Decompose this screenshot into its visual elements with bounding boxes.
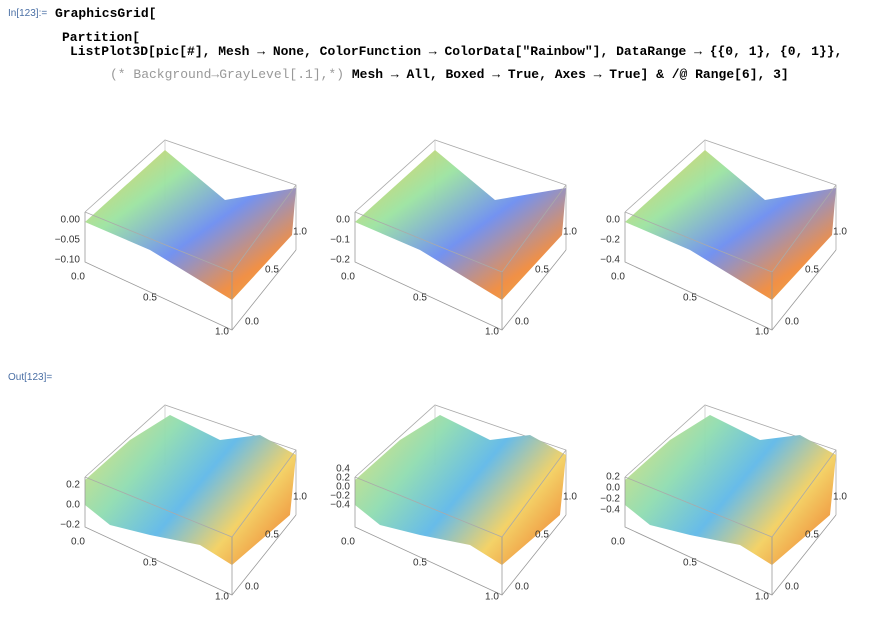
x-tick-label: 0.5 <box>413 558 427 569</box>
x-tick-label: 0.5 <box>683 293 697 304</box>
y-tick-label: 0.0 <box>785 582 799 593</box>
z-tick-label: 0.4 <box>336 464 350 475</box>
z-tick-label: −0.1 <box>330 235 350 246</box>
y-tick-label: 0.5 <box>535 265 549 276</box>
y-tick-label: 1.0 <box>563 227 577 238</box>
z-tick-label: 0.0 <box>606 215 620 226</box>
z-tick-label: 0.0 <box>66 500 80 511</box>
box-edge <box>354 212 567 331</box>
z-tick-label: −0.2 <box>600 494 620 505</box>
x-tick-label: 1.0 <box>755 327 769 338</box>
x-tick-label: 0.0 <box>611 537 625 548</box>
surface <box>625 150 836 300</box>
y-tick-label: 0.0 <box>515 582 529 593</box>
z-tick-label: −0.2 <box>60 520 80 531</box>
z-tick-label: 0.00 <box>61 215 81 226</box>
z-tick-label: −0.2 <box>330 491 350 502</box>
z-tick-label: 0.2 <box>606 472 620 483</box>
box-edge <box>624 477 837 596</box>
y-tick-label: 0.0 <box>245 317 259 328</box>
surface <box>85 150 296 300</box>
x-tick-label: 1.0 <box>485 592 499 603</box>
y-tick-label: 0.5 <box>805 530 819 541</box>
box-edge <box>84 404 297 515</box>
y-tick-label: 0.5 <box>265 530 279 541</box>
x-tick-label: 0.5 <box>413 293 427 304</box>
x-tick-label: 0.0 <box>71 272 85 283</box>
x-tick-label: 0.0 <box>341 537 355 548</box>
code-line[interactable]: Partition[ <box>62 30 141 45</box>
surface <box>355 415 566 565</box>
y-tick-label: 1.0 <box>563 492 577 503</box>
box-edge <box>84 212 297 331</box>
x-tick-label: 1.0 <box>215 592 229 603</box>
z-tick-label: 0.0 <box>336 215 350 226</box>
z-tick-label: −0.4 <box>600 255 620 266</box>
box-edge <box>84 477 297 596</box>
x-tick-label: 0.0 <box>611 272 625 283</box>
y-tick-label: 1.0 <box>833 492 847 503</box>
z-tick-label: −0.4 <box>600 505 620 516</box>
box-edge <box>84 139 297 250</box>
y-tick-label: 0.5 <box>265 265 279 276</box>
y-tick-label: 0.0 <box>245 582 259 593</box>
box-edge <box>354 477 567 596</box>
y-tick-label: 1.0 <box>293 492 307 503</box>
x-tick-label: 0.0 <box>71 537 85 548</box>
x-tick-label: 0.5 <box>143 293 157 304</box>
z-tick-label: −0.4 <box>330 500 350 511</box>
y-tick-label: 1.0 <box>293 227 307 238</box>
x-tick-label: 0.5 <box>143 558 157 569</box>
code-comment: (* Background→GrayLevel[.1],*) <box>110 67 345 82</box>
z-tick-label: −0.10 <box>55 255 81 266</box>
x-tick-label: 1.0 <box>215 327 229 338</box>
z-tick-label: 0.2 <box>336 473 350 484</box>
y-tick-label: 1.0 <box>833 227 847 238</box>
surface <box>625 415 836 565</box>
x-tick-label: 1.0 <box>485 327 499 338</box>
code-line[interactable]: ListPlot3D[pic[#], Mesh → None, ColorFun… <box>70 44 843 59</box>
z-tick-label: −0.2 <box>330 255 350 266</box>
x-tick-label: 0.0 <box>341 272 355 283</box>
y-tick-label: 0.5 <box>535 530 549 541</box>
code-line[interactable]: (* Background→GrayLevel[.1],*) Mesh → Al… <box>110 67 789 82</box>
x-tick-label: 1.0 <box>755 592 769 603</box>
box-edge <box>624 212 837 331</box>
x-tick-label: 0.5 <box>683 558 697 569</box>
y-tick-label: 0.0 <box>785 317 799 328</box>
output-label: Out[123]= <box>8 372 53 383</box>
code-text: Mesh → All, Boxed → True, Axes → True] &… <box>351 67 789 82</box>
box-edge <box>354 404 567 515</box>
surface <box>85 415 296 565</box>
z-tick-label: 0.2 <box>66 480 80 491</box>
z-tick-label: 0.0 <box>606 483 620 494</box>
box-edge <box>624 404 837 515</box>
y-tick-label: 0.5 <box>805 265 819 276</box>
z-tick-label: 0.0 <box>336 482 350 493</box>
y-tick-label: 0.0 <box>515 317 529 328</box>
surface <box>355 150 566 300</box>
box-edge <box>354 139 567 250</box>
z-tick-label: −0.2 <box>600 235 620 246</box>
z-tick-label: −0.05 <box>55 235 81 246</box>
code-line[interactable]: GraphicsGrid[ <box>55 6 157 21</box>
box-edge <box>624 139 837 250</box>
input-label: In[123]:= <box>8 8 48 19</box>
